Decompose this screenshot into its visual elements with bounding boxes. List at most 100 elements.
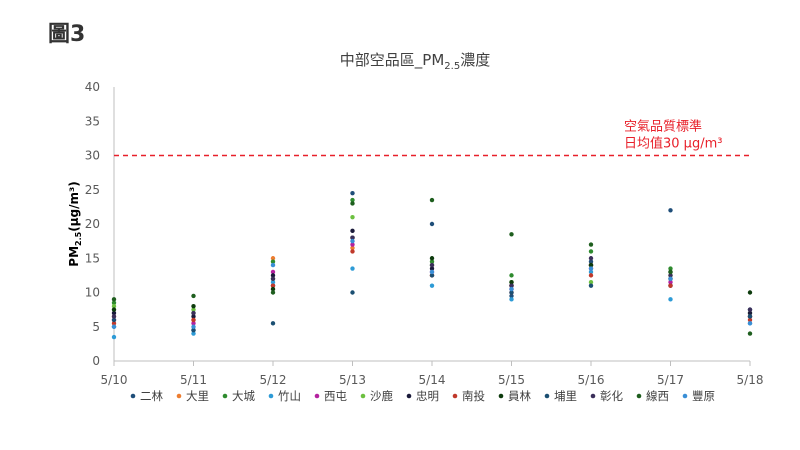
data-point xyxy=(668,276,673,281)
data-point xyxy=(111,314,117,319)
data-point xyxy=(429,283,435,288)
legend-label: 南投 xyxy=(462,389,485,403)
data-point xyxy=(429,262,435,268)
data-point xyxy=(588,256,594,261)
data-point xyxy=(668,297,673,302)
data-point xyxy=(588,283,594,288)
data-point xyxy=(270,290,276,295)
legend-item: 大里 xyxy=(176,389,209,403)
data-point xyxy=(111,300,117,305)
legend: 二林 大里 大城 竹山 西屯 沙鹿 忠明 南投 員林 埔里 彰化 線西 豐原 xyxy=(130,389,715,403)
data-point xyxy=(588,266,594,271)
legend-label: 竹山 xyxy=(278,389,301,403)
y-axis-label: PM2.5(μg/m³) xyxy=(67,181,83,266)
data-point xyxy=(350,238,355,244)
legend-label: 忠明 xyxy=(416,389,439,403)
data-point xyxy=(350,197,355,203)
chart-title-subscript: 2.5 xyxy=(444,61,460,72)
legend-marker xyxy=(268,393,274,399)
data-point xyxy=(429,269,435,275)
data-point xyxy=(588,280,594,285)
data-point xyxy=(429,221,435,227)
legend-item: 豐原 xyxy=(682,389,715,403)
reference-line-label-2: 日均值30 μg/m³ xyxy=(624,136,722,152)
data-point xyxy=(191,310,196,316)
data-point xyxy=(111,334,117,340)
legend-item: 南投 xyxy=(452,389,485,403)
data-point xyxy=(668,208,673,213)
data-point xyxy=(270,286,276,292)
legend-label: 豐原 xyxy=(692,389,715,403)
x-tick-label: 5/14 xyxy=(419,373,446,387)
y-tick-label: 40 xyxy=(85,80,100,94)
legend-label: 沙鹿 xyxy=(370,389,393,403)
data-point xyxy=(191,327,196,333)
data-point xyxy=(350,190,355,196)
data-point xyxy=(429,256,435,261)
data-point xyxy=(191,293,196,299)
legend-item: 沙鹿 xyxy=(360,389,393,403)
data-point xyxy=(747,307,753,312)
data-point xyxy=(191,321,196,326)
legend-item: 二林 xyxy=(130,389,163,403)
data-point xyxy=(429,266,435,271)
data-point xyxy=(270,259,276,264)
data-point xyxy=(668,273,673,278)
data-point xyxy=(270,269,276,275)
data-point xyxy=(588,262,594,268)
legend-marker xyxy=(222,393,228,399)
y-tick-label: 30 xyxy=(85,149,100,163)
data-point xyxy=(111,307,117,312)
data-point xyxy=(111,317,117,323)
x-tick-label: 5/10 xyxy=(101,373,128,387)
chart-title: 中部空品區_PM2.5濃度 xyxy=(340,51,490,72)
data-point xyxy=(270,276,276,281)
legend-item: 忠明 xyxy=(406,389,439,403)
data-point xyxy=(747,314,753,319)
data-point xyxy=(111,304,117,309)
data-point xyxy=(509,232,514,237)
data-point xyxy=(509,273,514,278)
data-point xyxy=(270,283,276,288)
data-point xyxy=(350,201,355,206)
legend-marker xyxy=(314,393,320,399)
y-tick-label: 15 xyxy=(85,251,100,265)
y-axis-label-unit: (μg/m³) xyxy=(67,181,81,232)
legend-label: 線西 xyxy=(646,389,669,403)
legend-item: 大城 xyxy=(222,389,255,403)
legend-item: 線西 xyxy=(636,389,669,403)
y-tick-label: 35 xyxy=(85,114,100,128)
data-point xyxy=(668,269,673,275)
data-point xyxy=(747,290,753,295)
y-tick-label: 5 xyxy=(92,320,100,334)
legend-marker xyxy=(176,393,182,399)
legend-label: 大城 xyxy=(232,389,255,403)
data-points xyxy=(111,190,753,340)
legend-item: 竹山 xyxy=(268,389,301,403)
data-point xyxy=(111,321,117,326)
data-point xyxy=(588,269,594,275)
legend-marker xyxy=(544,393,550,399)
x-tick-label: 5/16 xyxy=(578,373,605,387)
legend-marker xyxy=(498,393,504,399)
data-point xyxy=(429,259,435,264)
data-point xyxy=(191,307,196,312)
data-point xyxy=(270,280,276,285)
legend-label: 彰化 xyxy=(600,389,623,403)
data-point xyxy=(668,266,673,271)
data-point xyxy=(747,317,753,323)
figure-label: 圖3 xyxy=(48,22,86,47)
legend-label: 西屯 xyxy=(324,389,347,403)
data-point xyxy=(350,228,355,234)
legend-marker xyxy=(452,393,458,399)
data-point xyxy=(270,321,276,326)
y-tick-label: 25 xyxy=(85,183,100,197)
data-point xyxy=(509,280,514,285)
x-tick-label: 5/18 xyxy=(737,373,764,387)
data-point xyxy=(747,331,753,336)
data-point xyxy=(747,321,753,326)
data-point xyxy=(270,256,276,261)
legend-marker xyxy=(130,393,136,399)
legend-marker xyxy=(682,393,688,399)
